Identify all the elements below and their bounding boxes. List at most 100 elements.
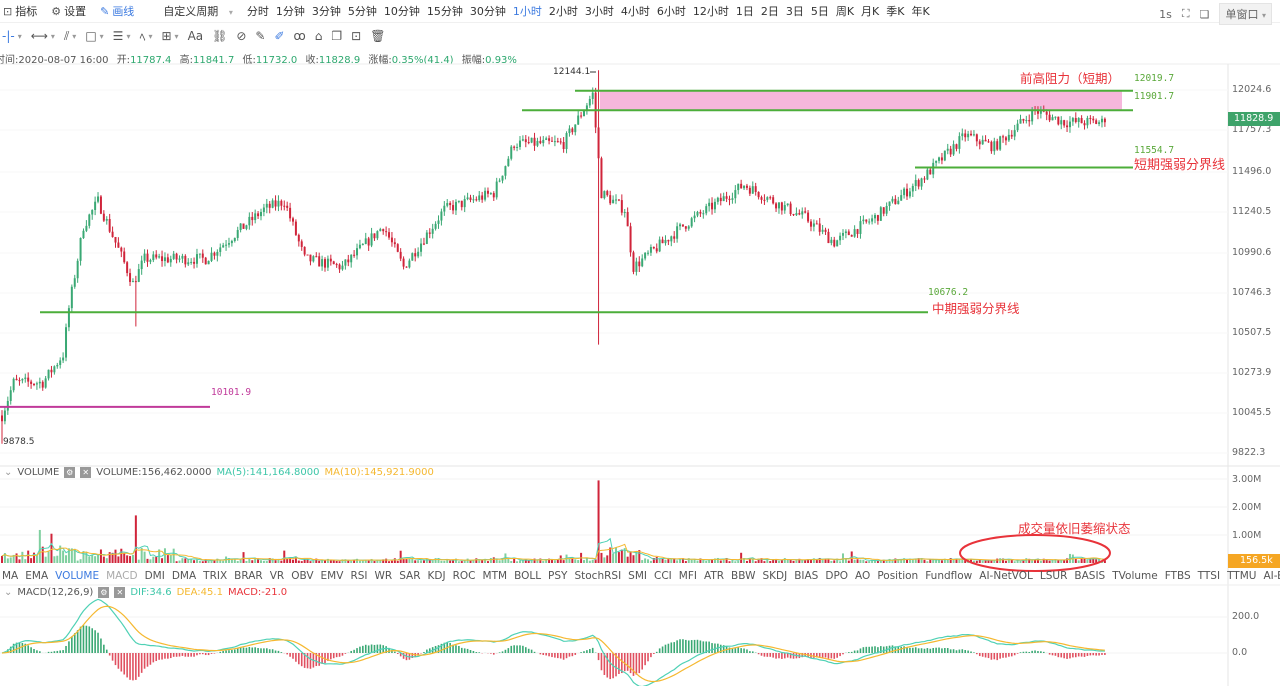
measure-icon[interactable]: ⊞	[161, 29, 172, 43]
period-年K[interactable]: 年K	[911, 5, 930, 18]
tab-fundflow[interactable]: Fundflow	[925, 570, 973, 582]
tab-cci[interactable]: CCI	[654, 570, 672, 582]
period-3小时[interactable]: 3小时	[584, 5, 614, 18]
period-15分钟[interactable]: 15分钟	[426, 5, 463, 18]
tab-trix[interactable]: TRIX	[203, 570, 228, 582]
tab-dmi[interactable]: DMI	[144, 570, 165, 582]
parallel-lines-icon[interactable]: ☰	[112, 29, 124, 43]
chevron-down-icon[interactable]: ▾	[99, 31, 104, 41]
period-季K[interactable]: 季K	[886, 5, 905, 18]
period-12小时[interactable]: 12小时	[692, 5, 729, 18]
tab-ttsi[interactable]: TTSI	[1197, 570, 1221, 582]
tab-kdj[interactable]: KDJ	[427, 570, 446, 582]
tab-ai-bsi[interactable]: AI-BSI	[1263, 570, 1280, 582]
period-1分钟[interactable]: 1分钟	[275, 5, 305, 18]
tab-smi[interactable]: SMI	[628, 570, 647, 582]
tab-ao[interactable]: AO	[855, 570, 871, 582]
ruler-icon[interactable]: ✎	[255, 29, 266, 43]
period-2日[interactable]: 2日	[760, 5, 779, 18]
tab-obv[interactable]: OBV	[291, 570, 314, 582]
period-分时[interactable]: 分时	[246, 5, 269, 18]
settings-icon[interactable]: ⚙	[98, 587, 110, 598]
pen-icon[interactable]: ✐	[274, 29, 285, 43]
custom-period-dropdown[interactable]: 自定义周期 ▾	[163, 3, 240, 19]
tab-basis[interactable]: BASIS	[1074, 570, 1106, 582]
resistance-zone[interactable]	[600, 90, 1122, 111]
window-mode-dropdown[interactable]: 单窗口 ▾	[1219, 3, 1272, 25]
period-3分钟[interactable]: 3分钟	[311, 5, 341, 18]
period-周K[interactable]: 周K	[835, 5, 855, 18]
tab-vr[interactable]: VR	[269, 570, 285, 582]
tab-atr[interactable]: ATR	[703, 570, 725, 582]
tab-dpo[interactable]: DPO	[825, 570, 849, 582]
close-icon[interactable]: ✕	[114, 587, 126, 598]
tab-stochrsi[interactable]: StochRSI	[574, 570, 622, 582]
tab-mtm[interactable]: MTM	[482, 570, 508, 582]
period-2小时[interactable]: 2小时	[548, 5, 578, 18]
draw-button[interactable]: ✎ 画线	[100, 3, 141, 19]
tab-tvolume[interactable]: TVolume	[1112, 570, 1158, 582]
screenshot-icon[interactable]: ⊡	[351, 29, 362, 43]
period-5分钟[interactable]: 5分钟	[347, 5, 377, 18]
indicators-button[interactable]: ⊡ 指标	[3, 3, 44, 19]
tab-brar[interactable]: BRAR	[234, 570, 263, 582]
chevron-down-icon[interactable]: ▾	[126, 31, 131, 41]
tab-macd[interactable]: MACD	[106, 570, 138, 582]
collapse-icon[interactable]: ⌄	[4, 467, 13, 478]
period-1小时[interactable]: 1小时	[512, 5, 542, 18]
tab-skdj[interactable]: SKDJ	[762, 570, 788, 582]
trend-line-icon[interactable]: ⫽	[63, 28, 70, 43]
period-10分钟[interactable]: 10分钟	[383, 5, 420, 18]
wave-icon[interactable]: ﾍ	[139, 29, 146, 44]
period-1日[interactable]: 1日	[735, 5, 754, 18]
period-6小时[interactable]: 6小时	[656, 5, 686, 18]
chevron-down-icon[interactable]: ▾	[17, 31, 22, 41]
horizontal-segment-icon[interactable]: ⟷	[30, 29, 48, 43]
tab-boll[interactable]: BOLL	[514, 570, 542, 582]
period-月K[interactable]: 月K	[861, 5, 880, 18]
tab-ema[interactable]: EMA	[25, 570, 49, 582]
tab-ai-netvol[interactable]: AI-NetVOL	[979, 570, 1033, 582]
period-5日[interactable]: 5日	[810, 5, 829, 18]
settings-button[interactable]: ⚙ 设置	[51, 3, 93, 19]
tab-sar[interactable]: SAR	[399, 570, 421, 582]
magnet-icon[interactable]: ⛓	[212, 29, 228, 43]
tab-bbw[interactable]: BBW	[731, 570, 756, 582]
chevron-down-icon[interactable]: ▾	[148, 31, 153, 41]
chevron-down-icon[interactable]: ▾	[50, 31, 55, 41]
chevron-down-icon[interactable]: ▾	[174, 31, 179, 41]
link-icon[interactable]: ⊘	[236, 29, 247, 43]
settings-icon[interactable]: ⚙	[64, 467, 76, 478]
tab-wr[interactable]: WR	[374, 570, 393, 582]
tab-ttmu[interactable]: TTMU	[1227, 570, 1257, 582]
copy-icon[interactable]: ❐	[331, 29, 343, 43]
tab-mfi[interactable]: MFI	[678, 570, 697, 582]
tab-dma[interactable]: DMA	[171, 570, 197, 582]
period-30分钟[interactable]: 30分钟	[469, 5, 506, 18]
tab-position[interactable]: Position	[877, 570, 919, 582]
text-icon[interactable]: Aa	[187, 29, 204, 43]
visibility-icon[interactable]: ꝏ	[293, 29, 306, 43]
close-icon[interactable]: ✕	[80, 467, 92, 478]
fullscreen-icon[interactable]: ⛶	[1181, 7, 1190, 20]
window-icon[interactable]: ❏	[1199, 7, 1210, 21]
lock-icon[interactable]: ⌂	[314, 29, 323, 43]
tab-emv[interactable]: EMV	[320, 570, 344, 582]
tab-ftbs[interactable]: FTBS	[1164, 570, 1191, 582]
tab-psy[interactable]: PSY	[548, 570, 568, 582]
crosshair-icon[interactable]: -|-	[2, 29, 15, 43]
tab-lsur[interactable]: LSUR	[1039, 570, 1068, 582]
tab-bias[interactable]: BIAS	[794, 570, 819, 582]
volume-annotation-ellipse[interactable]	[959, 534, 1111, 572]
tab-rsi[interactable]: RSI	[350, 570, 368, 582]
chevron-down-icon[interactable]: ▾	[72, 31, 77, 41]
refresh-interval[interactable]: 1s	[1159, 7, 1172, 21]
tab-volume[interactable]: VOLUME	[55, 570, 100, 582]
collapse-icon[interactable]: ⌄	[4, 587, 13, 598]
trash-icon[interactable]: 🗑	[370, 29, 386, 43]
tab-ma[interactable]: MA	[2, 570, 19, 582]
period-4小时[interactable]: 4小时	[620, 5, 650, 18]
tab-roc[interactable]: ROC	[452, 570, 476, 582]
rectangle-icon[interactable]: □	[85, 29, 97, 43]
